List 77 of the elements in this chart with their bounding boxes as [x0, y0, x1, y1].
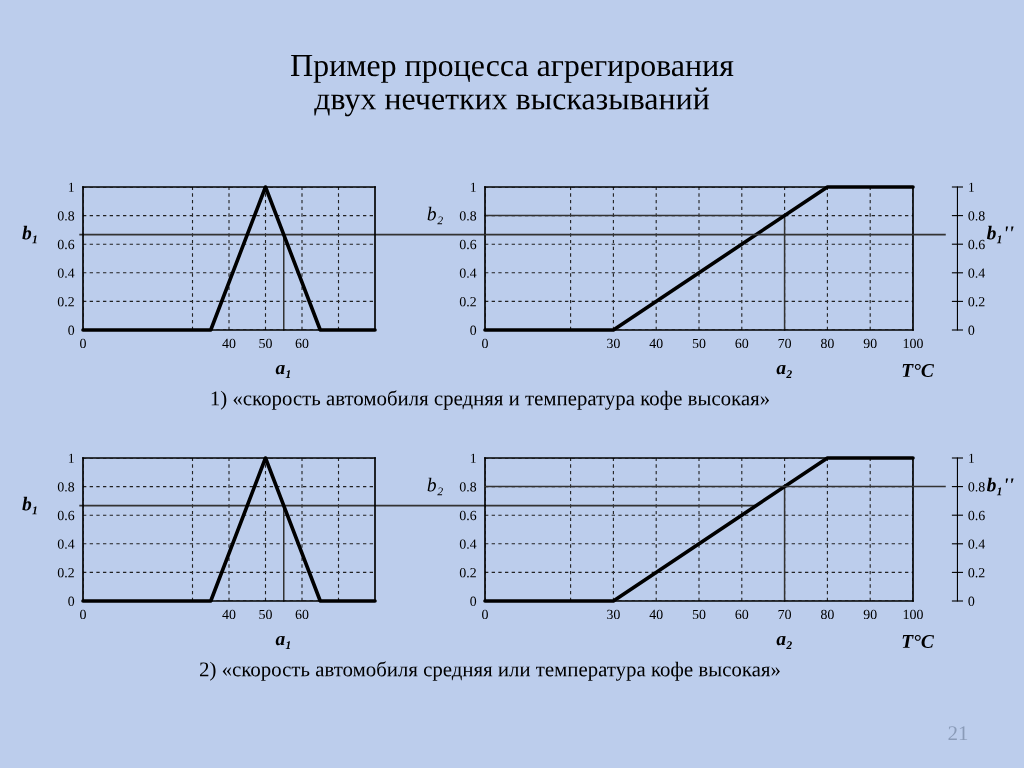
ref-line-label: a₁ [275, 635, 291, 649]
x-tick-label: 90 [863, 609, 877, 620]
x-tick-label: 40 [222, 609, 236, 620]
y-tick-label: 0.6 [57, 239, 75, 250]
x-tick-label: 40 [649, 609, 663, 620]
x-tick-label: 0 [482, 338, 488, 349]
y-tick-label: 0.2 [459, 567, 476, 578]
x-tick-label: 50 [692, 338, 706, 349]
y2-tick-label: 1 [969, 453, 974, 463]
y-tick-label: 0 [68, 325, 75, 335]
x-tick-label: 0 [482, 609, 488, 620]
y-tick-label: 1 [68, 453, 74, 463]
y-tick-label: 1 [470, 453, 476, 463]
y-tick-label: 0.6 [459, 510, 477, 521]
y-tick-label: 0.8 [459, 482, 477, 492]
y-tick-label: 0.8 [459, 211, 477, 221]
y-tick-label: 0.4 [459, 268, 477, 278]
y-tick-label: 0.6 [57, 510, 75, 521]
y2-tick-label: 1 [969, 182, 974, 192]
y-tick-label: 0 [68, 596, 75, 606]
x-tick-label: 0 [80, 609, 86, 620]
text: Пример процесса агрегирования двух нечетких высказываний [291, 55, 734, 117]
x-tick-label: 70 [778, 609, 792, 620]
x-tick-label: 90 [863, 338, 877, 349]
x-tick-label: 40 [649, 338, 663, 349]
x-tick-label: 80 [820, 338, 834, 349]
y2-tick-label: 0.8 [968, 482, 985, 492]
y-tick-label: 0.8 [57, 211, 75, 221]
ref-line-label: b₁'' [986, 477, 1014, 496]
y2-tick-label: 0.2 [968, 296, 985, 307]
y-tick-label: 0.2 [57, 296, 74, 307]
x-tick-label: 40 [222, 338, 236, 349]
y-tick-label: 0 [470, 596, 477, 606]
ref-line-label: a₂ [776, 364, 792, 379]
x-tick-label: 50 [259, 609, 272, 620]
x-tick-label: 60 [735, 338, 749, 349]
y2-tick-label: 0.6 [968, 239, 985, 250]
y2-tick-label: 0.2 [968, 567, 985, 578]
y-axis-title: b₂ [427, 477, 443, 496]
y-tick-label: 0.6 [459, 239, 477, 250]
y-tick-label: 1 [470, 182, 476, 192]
x-tick-label: 70 [778, 338, 792, 349]
y2-tick-label: 0 [968, 596, 975, 606]
y-tick-label: 0.8 [57, 482, 75, 492]
y2-tick-label: 0 [968, 325, 975, 335]
ref-line-label: a₂ [776, 635, 792, 650]
y-tick-label: 0 [470, 325, 477, 335]
y2-tick-label: 0.4 [968, 268, 986, 278]
text: 2) «скорость автомобиля средняя или температура кофе высокая» [199, 661, 780, 681]
x-tick-label: 60 [295, 338, 309, 349]
y-tick-label: 0.4 [57, 268, 75, 278]
x-tick-label: 50 [259, 338, 272, 349]
x-tick-label: 60 [735, 609, 749, 620]
y-tick-label: 0.4 [57, 539, 75, 549]
ref-line-label: b₁ [22, 225, 37, 244]
x-axis-title: T°C [902, 363, 935, 378]
ref-line-label: b₁ [22, 496, 37, 515]
y-axis-title: b₂ [427, 206, 443, 225]
y2-tick-label: 0.4 [968, 539, 986, 549]
y-tick-label: 0.4 [459, 539, 477, 549]
x-tick-label: 80 [820, 609, 834, 620]
ref-line-label: a₁ [275, 364, 291, 378]
x-axis-title: T°C [902, 634, 935, 649]
x-tick-label: 30 [607, 609, 620, 620]
ref-line-label: b₁'' [986, 225, 1014, 244]
y2-tick-label: 0.6 [968, 510, 985, 521]
x-tick-label: 50 [692, 609, 706, 620]
x-tick-label: 0 [80, 338, 86, 349]
text: 1) «скорость автомобиля средняя и температура кофе высокая» [211, 390, 769, 410]
y-tick-label: 1 [68, 182, 74, 192]
x-tick-label: 100 [903, 609, 923, 620]
y2-tick-label: 0.8 [968, 211, 985, 221]
x-tick-label: 30 [607, 338, 620, 349]
y-tick-label: 0.2 [459, 296, 476, 307]
y-tick-label: 0.2 [57, 567, 74, 578]
x-tick-label: 100 [903, 338, 923, 349]
x-tick-label: 60 [295, 609, 309, 620]
